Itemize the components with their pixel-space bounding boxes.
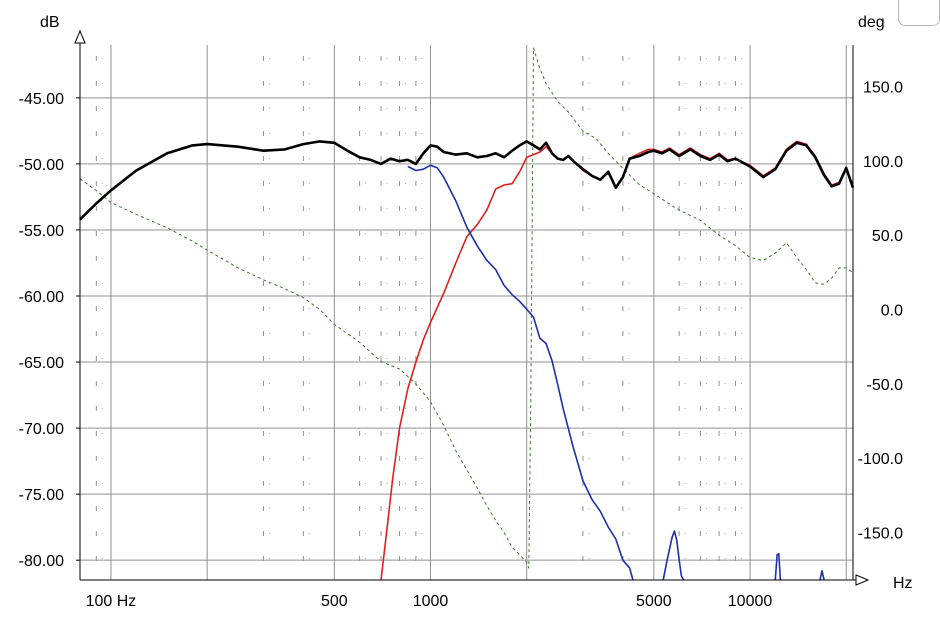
y-tick-label: -80.00 <box>19 553 64 570</box>
magnitude-curve <box>407 164 634 581</box>
grid <box>80 45 853 580</box>
magnitude-curve <box>819 569 825 581</box>
x-axis-label: Hz <box>893 575 913 592</box>
x-tick-label: 10000 <box>728 593 773 610</box>
phase-curve <box>79 47 854 569</box>
y-tick-label: -60.00 <box>19 289 64 306</box>
y2-tick-label: -50.0 <box>867 377 904 394</box>
magnitude-curve <box>79 140 855 221</box>
magnitude-curve <box>774 552 782 581</box>
y-tick-label: -50.00 <box>19 157 64 174</box>
corner-button[interactable] <box>898 0 940 26</box>
y-axis-label: dB <box>40 14 60 31</box>
x-tick-label: 500 <box>321 593 348 610</box>
axes <box>74 29 870 586</box>
y2-axis-label: deg <box>858 14 885 31</box>
y2-tick-label: 100.0 <box>863 154 903 171</box>
y-axis-arrow <box>74 29 86 44</box>
curves <box>79 47 855 581</box>
x-axis-arrow <box>855 574 870 586</box>
x-tick-label: 1000 <box>413 593 449 610</box>
y-tick-label: -45.00 <box>19 91 64 108</box>
y-tick-label: -70.00 <box>19 421 64 438</box>
y2-tick-label: 0.0 <box>881 303 903 320</box>
y2-tick-label: -100.0 <box>858 451 903 468</box>
x-tick-label: 5000 <box>636 593 672 610</box>
y-tick-label: -55.00 <box>19 223 64 240</box>
y-tick-label: -75.00 <box>19 487 64 504</box>
y2-tick-label: -150.0 <box>858 525 903 542</box>
y2-tick-label: 150.0 <box>863 80 903 97</box>
magnitude-curve <box>662 530 685 581</box>
y-tick-label: -65.00 <box>19 355 64 372</box>
tick-labels: -45.00 -50.00 -55.00 -60.00 -65.00 -70.00 -75.… <box>19 80 903 610</box>
plot-area <box>80 45 853 580</box>
y2-tick-label: 50.0 <box>872 228 903 245</box>
x-tick-label: 100 Hz <box>86 593 137 610</box>
